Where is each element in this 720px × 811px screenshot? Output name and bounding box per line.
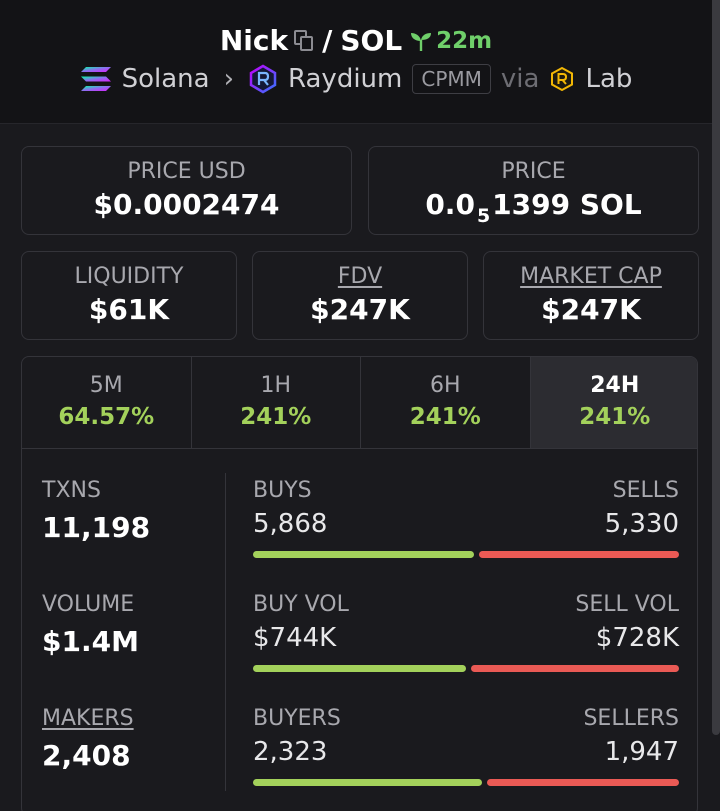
- price-unit: SOL: [579, 188, 642, 221]
- tab-6h[interactable]: 6H 241%: [361, 357, 531, 448]
- pool-type-badge: CPMM: [412, 64, 491, 94]
- tab-24h[interactable]: 24H 241%: [530, 357, 697, 448]
- price-usd-label: PRICE USD: [127, 159, 246, 184]
- fdv-value: $247K: [310, 293, 410, 326]
- pair-age: 22m: [410, 28, 492, 54]
- launchpad-link[interactable]: Lab: [585, 64, 633, 94]
- launchpad-icon: [551, 66, 574, 92]
- price-usd-value: $0.0002474: [93, 188, 280, 221]
- tab-change: 241%: [240, 404, 312, 430]
- pair-header: Nick / SOL 22m Solana › Raydium CPMM: [0, 0, 712, 124]
- price-native-value: 0.0 51399 SOL: [369, 188, 698, 227]
- solana-icon: [80, 67, 111, 91]
- chevron-right-icon: ›: [223, 64, 234, 94]
- volume-label: VOLUME: [42, 592, 135, 617]
- tab-5m[interactable]: 5M 64.57%: [22, 357, 192, 448]
- pair-source: Solana › Raydium CPMM via Lab: [0, 64, 712, 94]
- sellers-label: SELLERS: [583, 706, 679, 731]
- volume-value: $1.4M: [42, 625, 139, 658]
- scrollbar[interactable]: [712, 0, 720, 735]
- buys-value: 5,868: [253, 509, 328, 539]
- fdv-card: FDV $247K: [252, 251, 468, 340]
- stats-divider: [225, 473, 226, 791]
- sell-vol-label: SELL VOL: [575, 592, 679, 617]
- sell-vol-bar: [471, 665, 679, 672]
- buys-bar: [253, 551, 474, 558]
- tab-label: 1H: [260, 373, 292, 398]
- liquidity-label: LIQUIDITY: [74, 264, 184, 289]
- via-label: via: [500, 64, 540, 94]
- price-usd-card: PRICE USD $0.0002474: [21, 146, 352, 235]
- txns-label: TXNS: [42, 478, 101, 503]
- market-cap-card: MARKET CAP $247K: [483, 251, 699, 340]
- price-zero-count: 5: [476, 205, 491, 227]
- price-digits: 1399: [492, 188, 571, 221]
- tab-change: 64.57%: [58, 404, 155, 430]
- market-cap-label[interactable]: MARKET CAP: [520, 264, 662, 289]
- buy-vol-value: $744K: [253, 623, 337, 653]
- tab-change: 241%: [579, 404, 651, 430]
- liquidity-card: LIQUIDITY $61K: [21, 251, 237, 340]
- makers-label[interactable]: MAKERS: [42, 706, 134, 731]
- sell-vol-value: $728K: [595, 623, 679, 653]
- buyers-label: BUYERS: [253, 706, 341, 731]
- pair-title: Nick / SOL 22m: [0, 24, 712, 57]
- price-prefix: 0.0: [425, 188, 475, 221]
- buy-vol-bar: [253, 665, 466, 672]
- seedling-icon: [411, 32, 432, 51]
- sells-bar: [479, 551, 679, 558]
- dex-link[interactable]: Raydium: [288, 64, 403, 94]
- raydium-icon: [249, 64, 277, 94]
- tab-change: 241%: [409, 404, 481, 430]
- tab-label: 5M: [89, 373, 123, 398]
- timeframe-tabs: 5M 64.57% 1H 241% 6H 241% 24H 241%: [22, 357, 697, 449]
- tab-label: 24H: [590, 373, 640, 398]
- pair-separator: /: [322, 24, 333, 57]
- market-cap-value: $247K: [541, 293, 641, 326]
- sells-label: SELLS: [612, 478, 679, 503]
- sellers-value: 1,947: [604, 737, 679, 767]
- txns-value: 11,198: [42, 511, 151, 544]
- quote-symbol: SOL: [340, 24, 403, 57]
- buy-vol-label: BUY VOL: [253, 592, 349, 617]
- liquidity-value: $61K: [88, 293, 170, 326]
- tab-label: 6H: [429, 373, 461, 398]
- makers-value: 2,408: [42, 739, 131, 772]
- buyers-bar: [253, 779, 482, 786]
- fdv-label[interactable]: FDV: [337, 264, 383, 289]
- timeframe-panel: 5M 64.57% 1H 241% 6H 241% 24H 241% TXNS …: [21, 356, 698, 811]
- tab-1h[interactable]: 1H 241%: [192, 357, 361, 448]
- price-native-card: PRICE 0.0 51399 SOL: [368, 146, 699, 235]
- token-symbol: Nick: [219, 24, 289, 57]
- price-native-label: PRICE: [501, 159, 566, 184]
- buys-label: BUYS: [253, 478, 312, 503]
- sells-value: 5,330: [604, 509, 679, 539]
- buyers-value: 2,323: [253, 737, 328, 767]
- chain-link[interactable]: Solana: [121, 64, 210, 94]
- pair-age-value: 22m: [436, 27, 493, 54]
- sellers-bar: [487, 779, 679, 786]
- copy-icon[interactable]: [294, 29, 314, 52]
